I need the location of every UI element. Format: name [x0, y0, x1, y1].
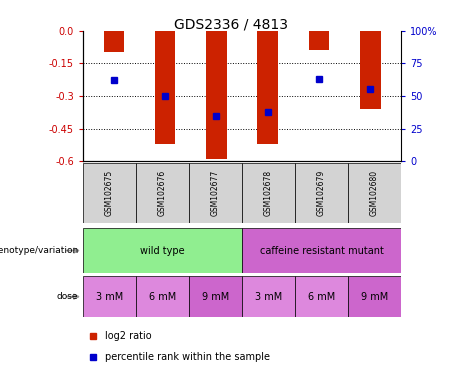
Text: 9 mM: 9 mM [361, 291, 388, 302]
Bar [189, 276, 242, 317]
Text: GSM102676: GSM102676 [158, 170, 167, 216]
Bar [242, 228, 401, 273]
Bar [206, 31, 227, 159]
Bar [242, 163, 295, 223]
Bar [189, 163, 242, 223]
Bar [83, 276, 136, 317]
Bar [83, 228, 242, 273]
Text: wild type: wild type [140, 245, 185, 256]
Text: GDS2336 / 4813: GDS2336 / 4813 [173, 17, 288, 31]
Bar [242, 276, 295, 317]
Text: 6 mM: 6 mM [308, 291, 335, 302]
Bar [309, 31, 329, 50]
Text: caffeine resistant mutant: caffeine resistant mutant [260, 245, 384, 256]
Text: 9 mM: 9 mM [202, 291, 229, 302]
Text: GSM102675: GSM102675 [105, 170, 114, 216]
Text: GSM102678: GSM102678 [264, 170, 273, 216]
Bar [83, 163, 136, 223]
Bar [136, 163, 189, 223]
Text: genotype/variation: genotype/variation [0, 246, 78, 255]
Bar [348, 163, 401, 223]
Text: 6 mM: 6 mM [149, 291, 176, 302]
Text: log2 ratio: log2 ratio [105, 331, 152, 341]
Bar [348, 276, 401, 317]
Bar [104, 31, 124, 53]
Bar [360, 31, 380, 109]
Text: GSM102679: GSM102679 [317, 170, 326, 216]
Text: GSM102680: GSM102680 [370, 170, 379, 216]
Text: dose: dose [57, 292, 78, 301]
Bar [136, 276, 189, 317]
Text: percentile rank within the sample: percentile rank within the sample [105, 352, 270, 362]
Text: GSM102677: GSM102677 [211, 170, 220, 216]
Text: 3 mM: 3 mM [255, 291, 282, 302]
Bar [155, 31, 175, 144]
Text: 3 mM: 3 mM [96, 291, 123, 302]
Bar [295, 276, 348, 317]
Bar [295, 163, 348, 223]
Bar [257, 31, 278, 144]
